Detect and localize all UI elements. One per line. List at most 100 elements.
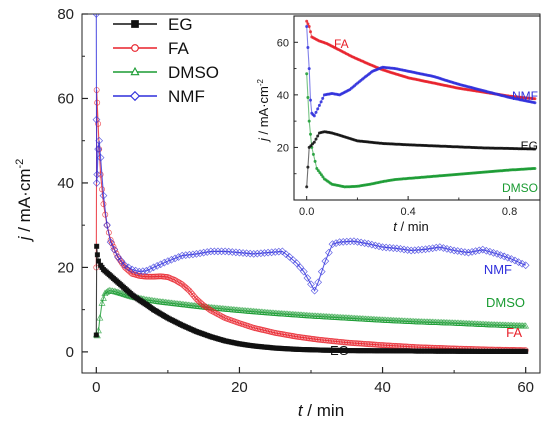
data-point-nmf: [178, 251, 187, 260]
x-axis-unit: min: [317, 401, 344, 420]
data-point-nmf: [92, 115, 101, 124]
data-point-fa: [107, 237, 114, 243]
inset-series-nmf: [305, 25, 537, 118]
inset-y-tick-label: 60: [277, 37, 289, 49]
data-point-fa: [176, 279, 183, 286]
legend-marker: [131, 44, 139, 52]
inset-point-eg: [314, 137, 318, 141]
data-point-fa: [298, 334, 305, 341]
data-point-fa: [392, 342, 398, 349]
data-point-fa: [289, 332, 296, 339]
inset-point-dmso: [318, 171, 322, 175]
data-point-fa: [306, 335, 312, 342]
inset-x-tick-label: 0.8: [502, 206, 517, 218]
data-point-fa: [356, 340, 363, 347]
data-point-fa: [295, 334, 302, 340]
y-axis-title: j / mA·cm-2: [14, 159, 34, 243]
data-point-fa: [318, 337, 325, 343]
data-point-fa: [154, 273, 161, 280]
data-point-nmf: [171, 254, 179, 263]
data-point-fa: [253, 325, 260, 332]
data-point-nmf: [92, 14, 101, 18]
inset-point-fa: [306, 22, 310, 26]
data-point-nmf: [206, 247, 215, 256]
data-point-nmf: [149, 263, 158, 272]
data-point-fa: [147, 273, 154, 280]
data-point-dmso: [110, 287, 118, 294]
data-point-fa: [354, 340, 361, 347]
data-point-nmf: [414, 246, 423, 254]
data-point-nmf: [382, 243, 391, 252]
inset-frame: [293, 15, 541, 201]
data-point-eg: [94, 252, 100, 258]
inset-point-fa: [533, 97, 537, 101]
data-point-nmf: [93, 170, 102, 179]
legend-item-eg: EG: [113, 15, 193, 34]
data-point-fa: [287, 332, 294, 339]
data-point-fa: [290, 333, 297, 340]
data-point-nmf: [282, 250, 290, 258]
inset-point-nmf: [314, 110, 318, 114]
data-point-fa: [351, 340, 358, 347]
data-point-fa: [275, 330, 282, 337]
data-point-fa: [157, 273, 164, 280]
data-point-fa: [323, 337, 330, 344]
data-point-fa: [149, 273, 156, 280]
data-point-fa: [331, 338, 338, 345]
data-point-nmf: [124, 263, 133, 272]
data-point-fa: [309, 335, 315, 342]
data-point-nmf: [164, 257, 172, 265]
data-point-fa: [215, 311, 222, 318]
curve-label-dmso: DMSO: [486, 295, 525, 310]
data-point-fa: [189, 291, 196, 297]
inset-point-nmf: [309, 98, 312, 102]
data-point-fa: [279, 331, 286, 338]
data-point-fa: [365, 341, 372, 348]
data-point-fa: [321, 337, 328, 344]
data-point-fa: [373, 341, 380, 348]
data-point-fa: [387, 342, 394, 349]
legend-item-dmso: DMSO: [113, 63, 219, 82]
legend: EG FA DMSO NMF: [113, 15, 219, 106]
inset-y-tick-label: 40: [277, 90, 289, 102]
data-point-fa: [368, 341, 375, 348]
y-axis-unit: mA·cm: [15, 169, 34, 223]
curve-label-nmf: NMF: [484, 262, 512, 277]
data-point-fa: [212, 310, 219, 316]
data-point-fa: [202, 303, 209, 310]
data-point-fa: [192, 294, 199, 301]
data-point-fa: [159, 273, 166, 280]
data-point-fa: [260, 327, 266, 333]
inset-curve-label-fa: FA: [334, 37, 349, 51]
data-point-nmf: [199, 248, 208, 257]
data-point-fa: [255, 326, 262, 332]
data-point-fa: [335, 338, 342, 345]
data-point-fa: [146, 273, 153, 280]
data-point-nmf: [249, 250, 258, 258]
data-point-fa: [396, 343, 403, 350]
x-axis-separator: /: [303, 401, 317, 420]
data-point-nmf: [278, 247, 287, 256]
legend-label: NMF: [168, 87, 205, 106]
data-point-nmf: [410, 246, 419, 255]
inset-series-eg: [305, 130, 537, 189]
data-point-fa: [269, 329, 276, 336]
data-point-fa: [398, 343, 405, 350]
data-point-fa: [304, 335, 311, 342]
data-point-nmf: [181, 251, 190, 260]
inset-point-dmso: [311, 152, 315, 156]
data-point-nmf: [239, 249, 247, 257]
data-point-nmf: [185, 250, 194, 259]
data-point-fa: [207, 307, 214, 314]
y-tick-label: 0: [66, 344, 74, 361]
data-point-fa: [266, 328, 273, 335]
data-point-fa: [105, 229, 112, 236]
inset-point-fa: [309, 30, 312, 34]
inset-point-fa: [307, 25, 311, 28]
data-point-fa: [371, 341, 378, 348]
data-point-dmso: [96, 314, 104, 321]
data-point-fa: [156, 273, 163, 280]
data-point-fa: [388, 342, 395, 349]
data-point-nmf: [113, 252, 122, 261]
